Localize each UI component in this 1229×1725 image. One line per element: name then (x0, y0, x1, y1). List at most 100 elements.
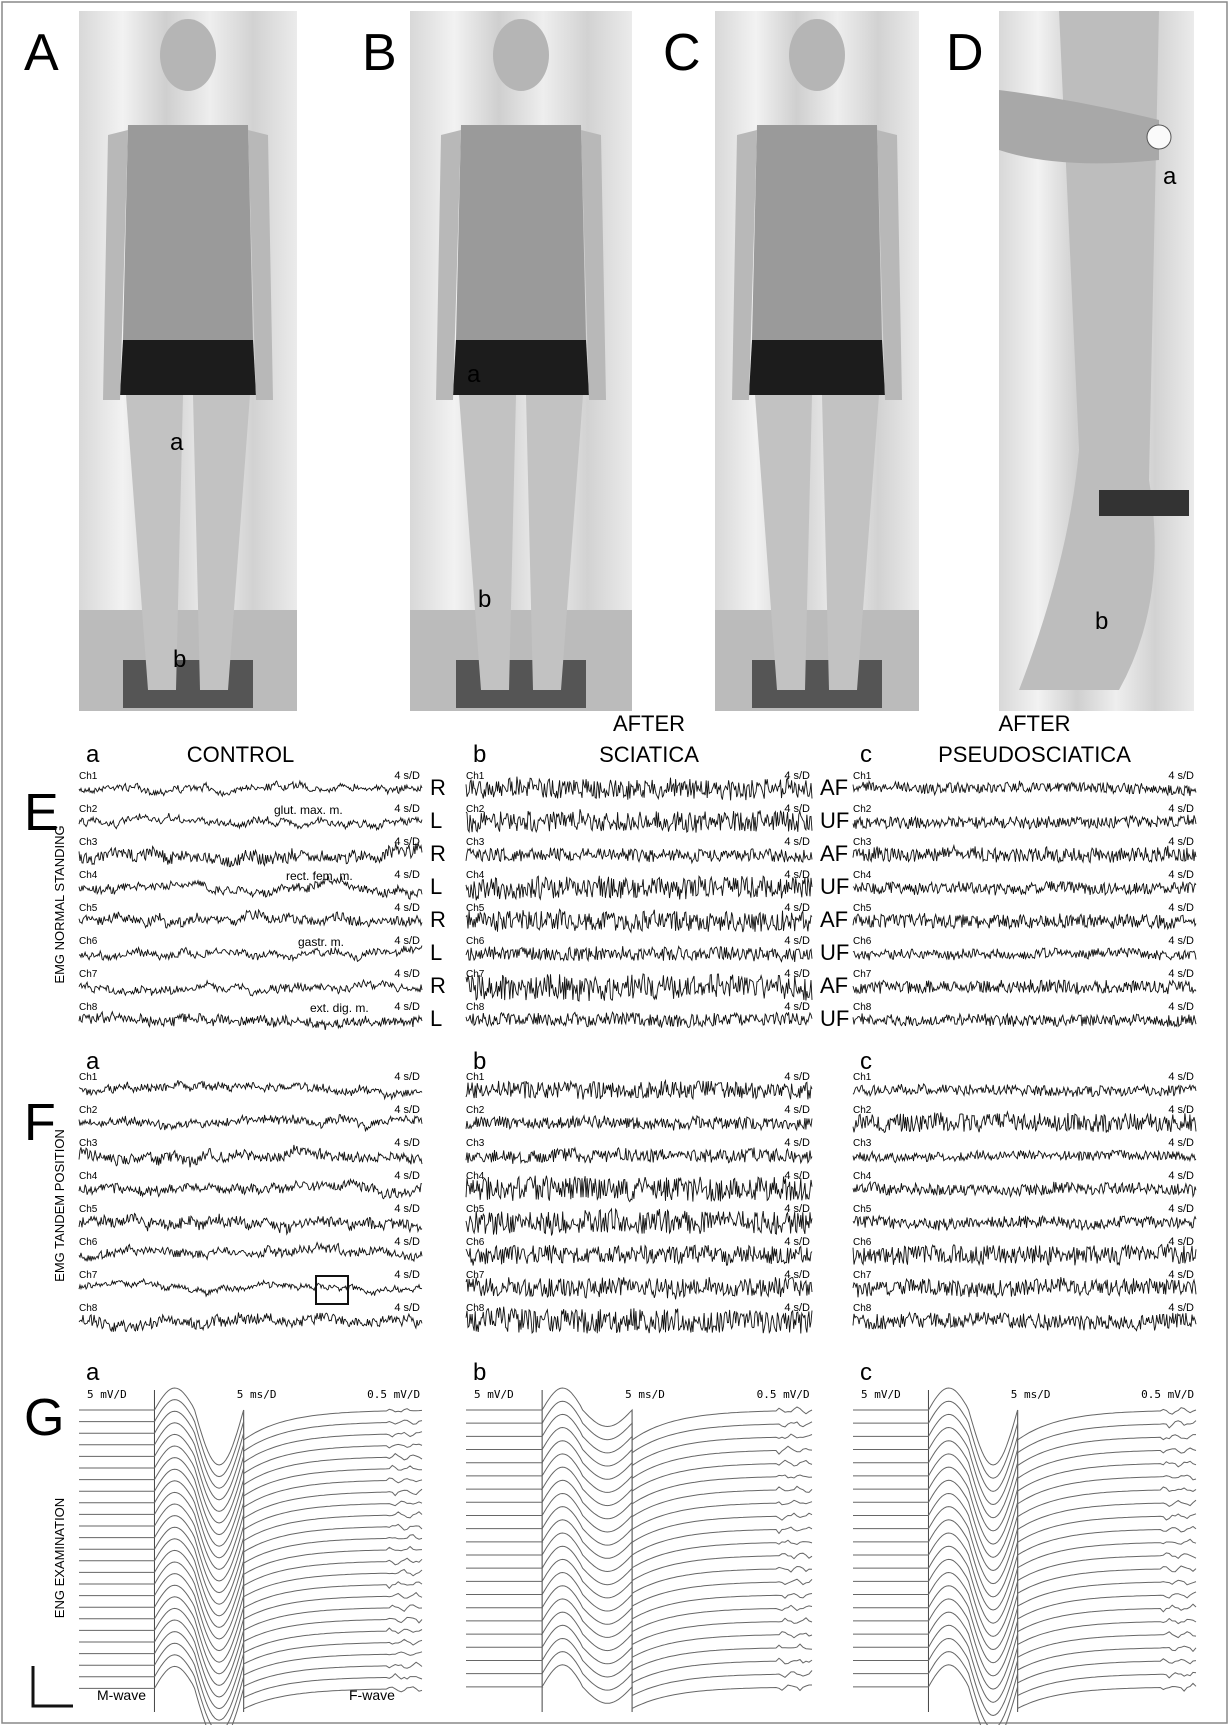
time-scale: 4 s/D (1168, 935, 1194, 947)
emg-trace (852, 814, 1197, 830)
channel-label: Ch7 (853, 1270, 872, 1281)
channel-label: Ch6 (79, 936, 98, 947)
time-scale: 4 s/D (784, 1001, 810, 1013)
emg-trace (465, 1175, 813, 1203)
arms (103, 130, 273, 400)
channel-label: Ch7 (853, 969, 872, 980)
side-label: UF (820, 1006, 849, 1031)
head (160, 19, 216, 91)
ankle-strap (1099, 490, 1189, 516)
emg-trace (852, 1243, 1197, 1266)
column-letter: a (86, 1048, 100, 1075)
eng-trace (466, 1479, 813, 1531)
eng-trace (853, 1611, 1197, 1690)
eng-trace (853, 1400, 1197, 1479)
channel-label: Ch3 (79, 837, 98, 848)
photo-label: b (173, 646, 186, 673)
emg-trace (78, 1241, 423, 1263)
time-scale: 4 s/D (1168, 1203, 1194, 1215)
head (789, 19, 845, 91)
side-label: R (430, 973, 446, 998)
channel-label: Ch1 (466, 1072, 485, 1083)
eng-trace (466, 1558, 813, 1608)
column-letter: c (860, 1359, 872, 1386)
emg-trace (465, 1146, 813, 1165)
eng-trace (79, 1480, 423, 1559)
shorts (453, 340, 589, 395)
channel-label: Ch2 (466, 804, 485, 815)
legs (459, 395, 583, 690)
time-scale: 4 s/D (394, 1170, 420, 1182)
time-scale: 5 ms/D (625, 1388, 665, 1401)
eng-trace (853, 1637, 1197, 1717)
emg-trace (852, 1082, 1197, 1098)
emg-trace (465, 945, 813, 963)
time-scale: 4 s/D (1168, 902, 1194, 914)
f-scale: 0.5 mV/D (1141, 1388, 1194, 1401)
emg-trace (78, 1212, 423, 1236)
emg-trace (852, 779, 1197, 797)
amplitude-scale: 5 mV/D (474, 1388, 514, 1401)
eng-trace (853, 1571, 1197, 1651)
f-scale: 0.5 mV/D (757, 1388, 810, 1401)
channel-label: Ch7 (79, 1270, 98, 1281)
side-label: R (430, 907, 446, 932)
time-scale: 4 s/D (784, 1104, 810, 1116)
emg-trace (852, 1277, 1197, 1299)
hand-shape (999, 90, 1159, 164)
f-scale: 0.5 mV/D (367, 1388, 420, 1401)
column-heading: AFTER (613, 711, 685, 736)
eng-trace (466, 1506, 813, 1556)
eng-trace (466, 1611, 813, 1659)
eng-trace (853, 1440, 1197, 1519)
eng-trace (853, 1598, 1197, 1677)
photo (715, 11, 919, 711)
time-scale: 4 s/D (1168, 1302, 1194, 1314)
photo (79, 11, 297, 711)
leg-shape (1019, 11, 1159, 690)
time-scale: 4 s/D (394, 1236, 420, 1248)
f-wave-label: F-wave (349, 1687, 395, 1703)
mat (456, 660, 586, 708)
channel-label: Ch4 (466, 1171, 485, 1182)
torso (123, 125, 253, 340)
eng-trace (79, 1619, 423, 1698)
emg-trace (78, 812, 423, 832)
channel-label: Ch3 (79, 1138, 98, 1149)
eng-trace (466, 1413, 813, 1467)
time-scale: 4 s/D (784, 968, 810, 980)
eng-trace (853, 1664, 1197, 1725)
channel-label: Ch1 (79, 1072, 98, 1083)
channel-label: Ch5 (79, 903, 98, 914)
channel-label: Ch4 (79, 1171, 98, 1182)
emg-trace (852, 1012, 1197, 1028)
electrode (1146, 124, 1172, 150)
scale-bar (31, 1666, 73, 1708)
eng-trace (79, 1399, 423, 1478)
shorts (120, 340, 256, 395)
emg-trace (465, 1276, 813, 1300)
eng-trace (79, 1561, 423, 1640)
side-label: AF (820, 841, 848, 866)
torso (456, 125, 586, 340)
channel-label: Ch8 (79, 1002, 98, 1013)
channel-label: Ch7 (466, 969, 485, 980)
column-heading: AFTER (998, 711, 1070, 736)
eng-trace (79, 1526, 423, 1605)
side-label: L (430, 874, 442, 899)
time-scale: 4 s/D (1168, 1104, 1194, 1116)
photo-panel-letter: C (663, 24, 701, 82)
emg-trace (465, 1244, 813, 1266)
emg-trace (852, 979, 1197, 995)
time-scale: 4 s/D (394, 935, 420, 947)
emg-trace (465, 776, 813, 801)
eng-trace (853, 1453, 1197, 1532)
side-label: L (430, 1006, 442, 1031)
eng-trace (853, 1492, 1197, 1572)
row-letter: G (24, 1389, 64, 1447)
side-label: UF (820, 940, 849, 965)
channel-label: Ch2 (466, 1105, 485, 1116)
muscle-label: ext. dig. m. (310, 1001, 369, 1015)
channel-label: Ch5 (853, 903, 872, 914)
